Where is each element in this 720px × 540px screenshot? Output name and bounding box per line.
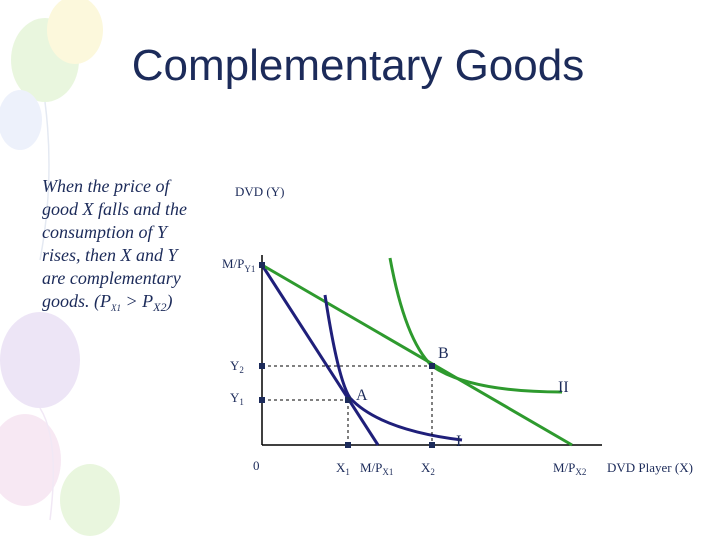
slide-title: Complementary Goods <box>132 41 584 90</box>
budget-line-2 <box>261 263 573 447</box>
subscript: X2 <box>575 467 586 477</box>
y-axis-label: DVD (Y) <box>235 184 284 199</box>
curve-label: I <box>456 433 461 450</box>
subscript: 1 <box>345 467 350 477</box>
x2-label: X2 <box>421 460 435 477</box>
body-line: goods. (PX1 > PX2) <box>42 291 173 314</box>
subscript: 2 <box>430 467 435 477</box>
subscript: X2 <box>152 300 166 314</box>
label-text: M/P <box>553 460 575 475</box>
body-line: good X falls and the <box>42 199 187 219</box>
budget-line-1 <box>260 264 380 446</box>
x-axis-label: DVD Player (X) <box>607 460 693 475</box>
x-intercept-1-label: M/PX1 <box>360 460 393 477</box>
body-line: When the price of <box>42 176 172 196</box>
label-text: Y <box>230 358 240 373</box>
label-text: Y <box>230 390 240 405</box>
point <box>429 363 435 369</box>
text-part: goods. (P <box>42 291 111 312</box>
x1-label: X1 <box>336 460 350 477</box>
label-text: M/P <box>360 460 382 475</box>
point <box>259 363 265 369</box>
point <box>345 397 351 403</box>
point <box>259 262 265 268</box>
diagram: DVD (Y) DVD Player (X) 0 M/PY1 Y2 Y1 X1 … <box>222 184 693 477</box>
indifference-curve-2 <box>388 257 563 394</box>
background-decoration <box>0 0 120 536</box>
body-line: are complementary <box>42 268 181 288</box>
curve-label: II <box>558 379 569 396</box>
label-text: X <box>421 460 431 475</box>
point-label: B <box>438 345 449 362</box>
point <box>259 397 265 403</box>
y1-label: Y1 <box>230 390 244 407</box>
body-line: consumption of Y <box>42 222 169 242</box>
y-intercept-label: M/PY1 <box>222 256 255 274</box>
point <box>345 442 351 448</box>
subscript: 2 <box>239 365 244 375</box>
origin-label: 0 <box>253 458 260 473</box>
subscript: X1 <box>382 467 393 477</box>
text-part: ) <box>166 291 173 312</box>
label-text: M/P <box>222 256 244 271</box>
text-part: > P <box>121 291 153 311</box>
x-intercept-2-label: M/PX2 <box>553 460 586 477</box>
subscript: X1 <box>110 303 121 313</box>
subscript: Y1 <box>244 264 255 274</box>
body-line: rises, then X and Y <box>42 245 179 265</box>
point-label: A <box>356 387 368 404</box>
subscript: 1 <box>239 397 244 407</box>
points <box>259 262 435 448</box>
guides <box>262 365 433 445</box>
label-text: X <box>336 460 346 475</box>
body-text: When the price of good X falls and the c… <box>42 176 187 314</box>
point <box>429 442 435 448</box>
y2-label: Y2 <box>230 358 244 375</box>
